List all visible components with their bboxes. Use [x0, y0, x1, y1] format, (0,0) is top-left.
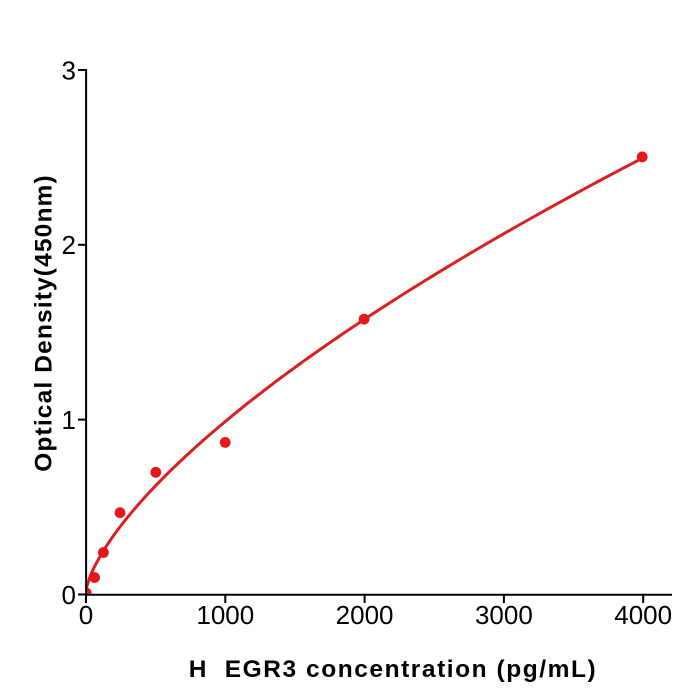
svg-text:2000: 2000 — [336, 600, 394, 630]
svg-text:0: 0 — [62, 580, 76, 610]
svg-text:0: 0 — [79, 600, 93, 630]
svg-text:4000: 4000 — [614, 600, 672, 630]
svg-text:1: 1 — [62, 405, 76, 435]
svg-text:Optical Density(450nm): Optical Density(450nm) — [31, 174, 58, 472]
svg-text:3: 3 — [62, 55, 76, 85]
svg-text:1000: 1000 — [196, 600, 254, 630]
svg-text:3000: 3000 — [475, 600, 533, 630]
svg-text:2: 2 — [62, 230, 76, 260]
svg-text:H EGR3 concentration (pg/mL): H EGR3 concentration (pg/mL) — [189, 656, 597, 683]
